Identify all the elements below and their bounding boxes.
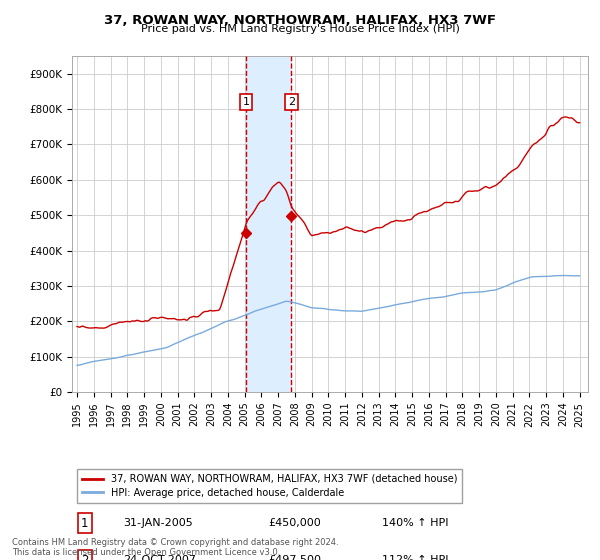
Text: 140% ↑ HPI: 140% ↑ HPI bbox=[382, 518, 448, 528]
Text: 24-OCT-2007: 24-OCT-2007 bbox=[124, 555, 197, 560]
Text: 112% ↑ HPI: 112% ↑ HPI bbox=[382, 555, 448, 560]
Bar bbox=[246, 56, 292, 392]
Text: 1: 1 bbox=[242, 97, 250, 107]
Text: 1: 1 bbox=[81, 516, 89, 530]
Text: £497,500: £497,500 bbox=[268, 555, 321, 560]
Text: £450,000: £450,000 bbox=[268, 518, 321, 528]
Text: Price paid vs. HM Land Registry's House Price Index (HPI): Price paid vs. HM Land Registry's House … bbox=[140, 24, 460, 34]
Text: 31-JAN-2005: 31-JAN-2005 bbox=[124, 518, 193, 528]
Text: 2: 2 bbox=[288, 97, 295, 107]
Text: Contains HM Land Registry data © Crown copyright and database right 2024.
This d: Contains HM Land Registry data © Crown c… bbox=[12, 538, 338, 557]
Legend: 37, ROWAN WAY, NORTHOWRAM, HALIFAX, HX3 7WF (detached house), HPI: Average price: 37, ROWAN WAY, NORTHOWRAM, HALIFAX, HX3 … bbox=[77, 469, 462, 503]
Text: 2: 2 bbox=[81, 553, 89, 560]
Text: 37, ROWAN WAY, NORTHOWRAM, HALIFAX, HX3 7WF: 37, ROWAN WAY, NORTHOWRAM, HALIFAX, HX3 … bbox=[104, 14, 496, 27]
